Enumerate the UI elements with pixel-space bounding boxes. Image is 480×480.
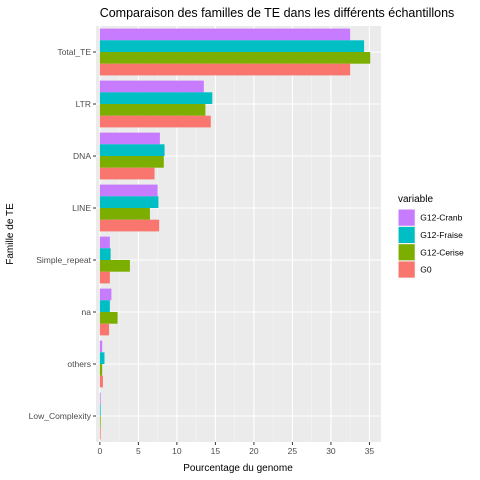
y-tick-label: others	[67, 359, 91, 369]
bar-dna-g12-cranb	[99, 132, 160, 145]
x-axis-ticks: 0 5 10 15 20 25 30 35	[97, 442, 374, 456]
legend: variable G12-Cranb G12-Fraise G12-Cerise G0	[398, 194, 464, 279]
legend-swatch-g0	[398, 261, 415, 278]
y-tick-label: DNA	[73, 151, 91, 161]
legend-swatch-g12-fraise	[398, 226, 415, 243]
legend-label: G12-Fraise	[420, 230, 463, 240]
bar-simple-repeat-g0	[99, 271, 110, 284]
bar-line-g12-cerise	[99, 208, 150, 220]
x-tick-label: 5	[136, 446, 141, 456]
bar-simple-repeat-g12-fraise	[99, 248, 111, 260]
bar-na-g12-cranb	[99, 288, 112, 301]
bar-line-g12-cranb	[99, 184, 158, 197]
bar-ltr-g12-fraise	[99, 92, 213, 104]
y-tick-label: LINE	[72, 203, 91, 213]
x-tick-label: 10	[172, 446, 182, 456]
x-axis-title: Pourcentage du genome	[183, 463, 293, 474]
bar-na-g12-cerise	[99, 312, 118, 324]
x-tick-label: 35	[365, 446, 375, 456]
bar-ltr-g12-cerise	[99, 104, 206, 116]
x-tick-label: 25	[288, 446, 298, 456]
legend-swatch-g12-cranb	[398, 209, 415, 226]
bars-group	[99, 28, 371, 440]
bar-others-g12-cerise	[99, 364, 103, 376]
y-axis-title: Famille de TE	[5, 203, 16, 265]
bar-total-te-g0	[99, 63, 351, 76]
bar-dna-g12-cerise	[99, 156, 164, 168]
bar-total-te-g12-cerise	[99, 52, 371, 64]
bar-others-g12-fraise	[99, 352, 105, 364]
bar-low-complexity-g12-cranb	[99, 392, 101, 405]
bar-ltr-g0	[99, 115, 211, 128]
legend-label: G12-Cerise	[420, 247, 464, 257]
x-tick-label: 30	[326, 446, 336, 456]
bar-others-g12-cranb	[99, 340, 103, 353]
bar-low-complexity-g0	[99, 427, 101, 440]
chart-title: Comparaison des familles de TE dans les …	[100, 6, 455, 20]
x-tick-label: 15	[211, 446, 221, 456]
x-tick-label: 20	[249, 446, 259, 456]
y-tick-label: na	[82, 307, 92, 317]
y-tick-label: LTR	[76, 99, 91, 109]
y-tick-label: Total_TE	[57, 47, 91, 57]
legend-label: G12-Cranb	[420, 213, 462, 223]
bar-simple-repeat-g12-cerise	[99, 260, 130, 272]
bar-line-g0	[99, 219, 160, 232]
bar-na-g0	[99, 323, 110, 336]
legend-title: variable	[398, 194, 433, 205]
bar-total-te-g12-cranb	[99, 28, 351, 41]
bar-ltr-g12-cranb	[99, 80, 204, 93]
legend-swatch-g12-cerise	[398, 244, 415, 261]
x-tick-label: 0	[97, 446, 102, 456]
bar-total-te-g12-fraise	[99, 40, 365, 52]
bar-low-complexity-g12-cerise	[99, 416, 101, 428]
legend-label: G0	[420, 265, 432, 275]
bar-low-complexity-g12-fraise	[99, 404, 101, 416]
bar-dna-g0	[99, 167, 155, 180]
bar-na-g12-fraise	[99, 300, 110, 312]
bar-simple-repeat-g12-cranb	[99, 236, 110, 249]
bar-dna-g12-fraise	[99, 144, 165, 156]
y-tick-label: Low_Complexity	[29, 411, 92, 421]
bar-line-g12-fraise	[99, 196, 159, 208]
bar-others-g0	[99, 375, 103, 388]
y-tick-label: Simple_repeat	[36, 255, 91, 265]
